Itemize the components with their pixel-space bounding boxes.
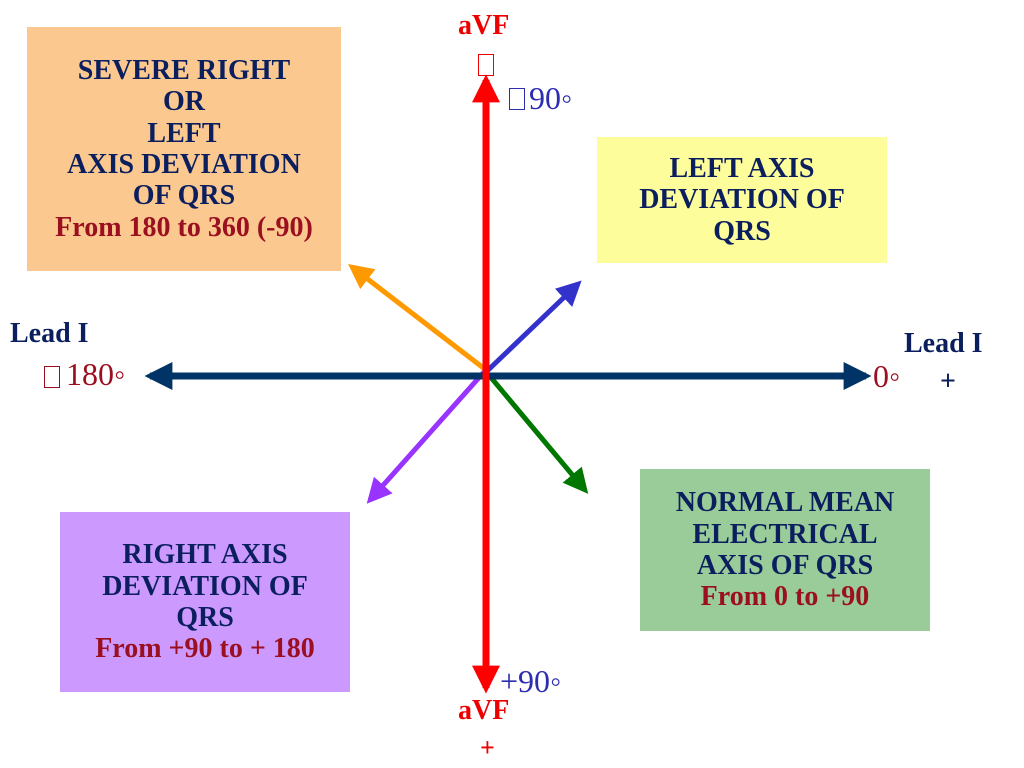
left-deviation-line-3: QRS <box>713 215 771 247</box>
severe-deviation-line-4: AXIS DEVIATION <box>67 149 301 180</box>
normal-axis-range: From 0 to +90 <box>700 581 870 613</box>
lead-i-right-label: Lead I <box>904 328 983 359</box>
missing-glyph-icon <box>509 88 525 110</box>
right-deviation-range: From +90 to + 180 <box>95 633 315 665</box>
degree-bottom-label: +90◦ <box>500 663 562 699</box>
severe-deviation-line-2: OR <box>163 86 205 118</box>
avf-bottom-positive-sign: + <box>480 733 495 762</box>
right-deviation-arrow <box>366 370 486 504</box>
normal-axis-line-3: AXIS OF QRS <box>696 550 874 581</box>
right-deviation-line-3: QRS <box>176 602 234 633</box>
severe-deviation-range: From 180 to 360 (-90) <box>55 211 313 243</box>
normal-axis-line-2: ELECTRICAL <box>692 518 878 550</box>
normal-axis-box: NORMAL MEAN ELECTRICAL AXIS OF QRS From … <box>640 469 930 631</box>
right-deviation-line-1: RIGHT AXIS <box>122 539 288 571</box>
degree-left-label: 180◦ <box>66 356 126 392</box>
missing-glyph-icon <box>44 366 60 388</box>
normal-axis-line-1: NORMAL MEAN <box>675 487 895 519</box>
left-deviation-box: LEFT AXIS DEVIATION OF QRS <box>597 137 887 263</box>
severe-deviation-box: SEVERE RIGHT OR LEFT AXIS DEVIATION OF Q… <box>27 27 341 271</box>
severe-deviation-arrow <box>348 263 488 372</box>
left-deviation-line-1: LEFT AXIS <box>669 152 815 184</box>
lead-i-right-positive-sign: + <box>940 366 956 397</box>
missing-glyph-icon <box>478 54 494 76</box>
right-deviation-box: RIGHT AXIS DEVIATION OF QRS From +90 to … <box>60 512 350 692</box>
left-deviation-arrow <box>482 280 582 376</box>
lead-i-left-label: Lead I <box>10 318 89 349</box>
severe-deviation-line-3: LEFT <box>147 117 221 149</box>
normal-axis-arrow <box>486 372 589 494</box>
left-deviation-line-2: DEVIATION OF <box>639 184 845 216</box>
degree-top-label: 90◦ <box>529 80 573 116</box>
right-deviation-line-2: DEVIATION OF <box>102 570 308 602</box>
severe-deviation-line-5: OF QRS <box>132 180 236 212</box>
degree-right-label: 0◦ <box>873 358 901 394</box>
severe-deviation-line-1: SEVERE RIGHT <box>77 54 291 86</box>
avf-bottom-label: aVF <box>458 695 510 726</box>
avf-top-label: aVF <box>458 10 510 41</box>
